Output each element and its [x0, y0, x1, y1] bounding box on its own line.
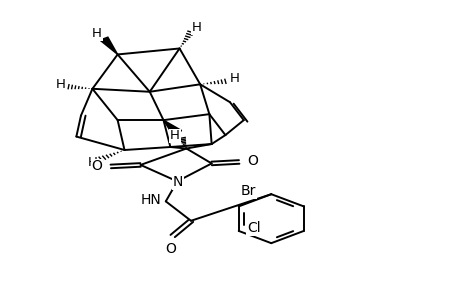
Text: HN: HN [140, 194, 161, 208]
Text: O: O [165, 242, 175, 256]
Text: O: O [247, 154, 258, 168]
Text: N: N [173, 175, 183, 189]
Text: Cl: Cl [246, 221, 260, 235]
Text: H: H [87, 156, 97, 169]
Text: H: H [170, 129, 179, 142]
Text: H: H [55, 78, 65, 91]
Text: H: H [229, 72, 239, 86]
Text: H: H [191, 21, 202, 34]
Polygon shape [100, 37, 118, 54]
Text: Br: Br [241, 184, 256, 198]
Text: O: O [91, 159, 102, 173]
Text: H: H [92, 27, 102, 40]
Polygon shape [163, 120, 181, 135]
